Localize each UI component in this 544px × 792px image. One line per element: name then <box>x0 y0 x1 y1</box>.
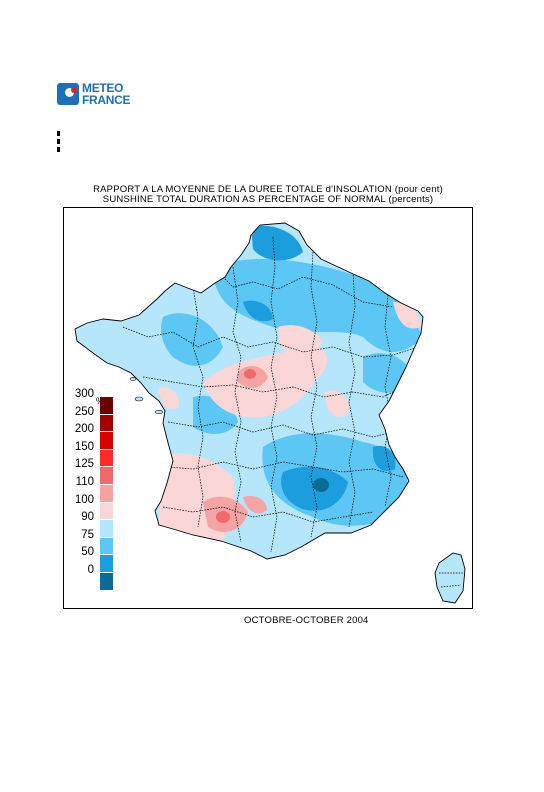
logo-text: METEO FRANCE <box>82 81 131 107</box>
legend-swatch <box>100 467 113 485</box>
map-frame <box>63 207 473 609</box>
meteo-france-logo: METEO FRANCE <box>57 82 147 108</box>
legend-label: 150 <box>74 440 94 453</box>
meteo-france-emblem-icon <box>57 83 79 105</box>
logo-line2: FRANCE <box>82 93 131 107</box>
france-map <box>74 222 466 604</box>
legend-swatch <box>100 502 113 521</box>
legend-swatch <box>100 485 113 503</box>
legend-swatch <box>100 397 113 415</box>
legend-label: 125 <box>74 458 94 471</box>
legend-swatch <box>100 573 113 591</box>
legend-swatch <box>100 414 113 433</box>
legend-swatch <box>100 537 113 556</box>
legend-label: 75 <box>81 528 94 541</box>
legend-label: 50 <box>81 546 94 559</box>
legend-label: 0 <box>87 564 94 576</box>
legend-swatch <box>100 555 113 573</box>
legend-label: 110 <box>75 476 94 488</box>
legend-label: 300 <box>74 388 94 400</box>
legend-swatch <box>100 520 113 538</box>
legend-label: 100 <box>74 493 94 506</box>
logo-red-dot <box>71 87 77 93</box>
legend-swatch <box>100 432 113 450</box>
legend-label: 250 <box>74 405 94 418</box>
map-period: OCTOBRE-OCTOBER 2004 <box>244 615 369 626</box>
map-title-fr: RAPPORT A LA MOYENNE DE LA DUREE TOTALE … <box>93 184 443 195</box>
margin-marks <box>57 131 61 155</box>
legend-label: 90 <box>81 511 94 524</box>
legend-label: 200 <box>74 423 94 436</box>
map-title-en: SUNSHINE TOTAL DURATION AS PERCENTAGE OF… <box>102 194 434 205</box>
legend-swatch <box>100 449 113 468</box>
logo-line1: METEO <box>82 81 124 95</box>
